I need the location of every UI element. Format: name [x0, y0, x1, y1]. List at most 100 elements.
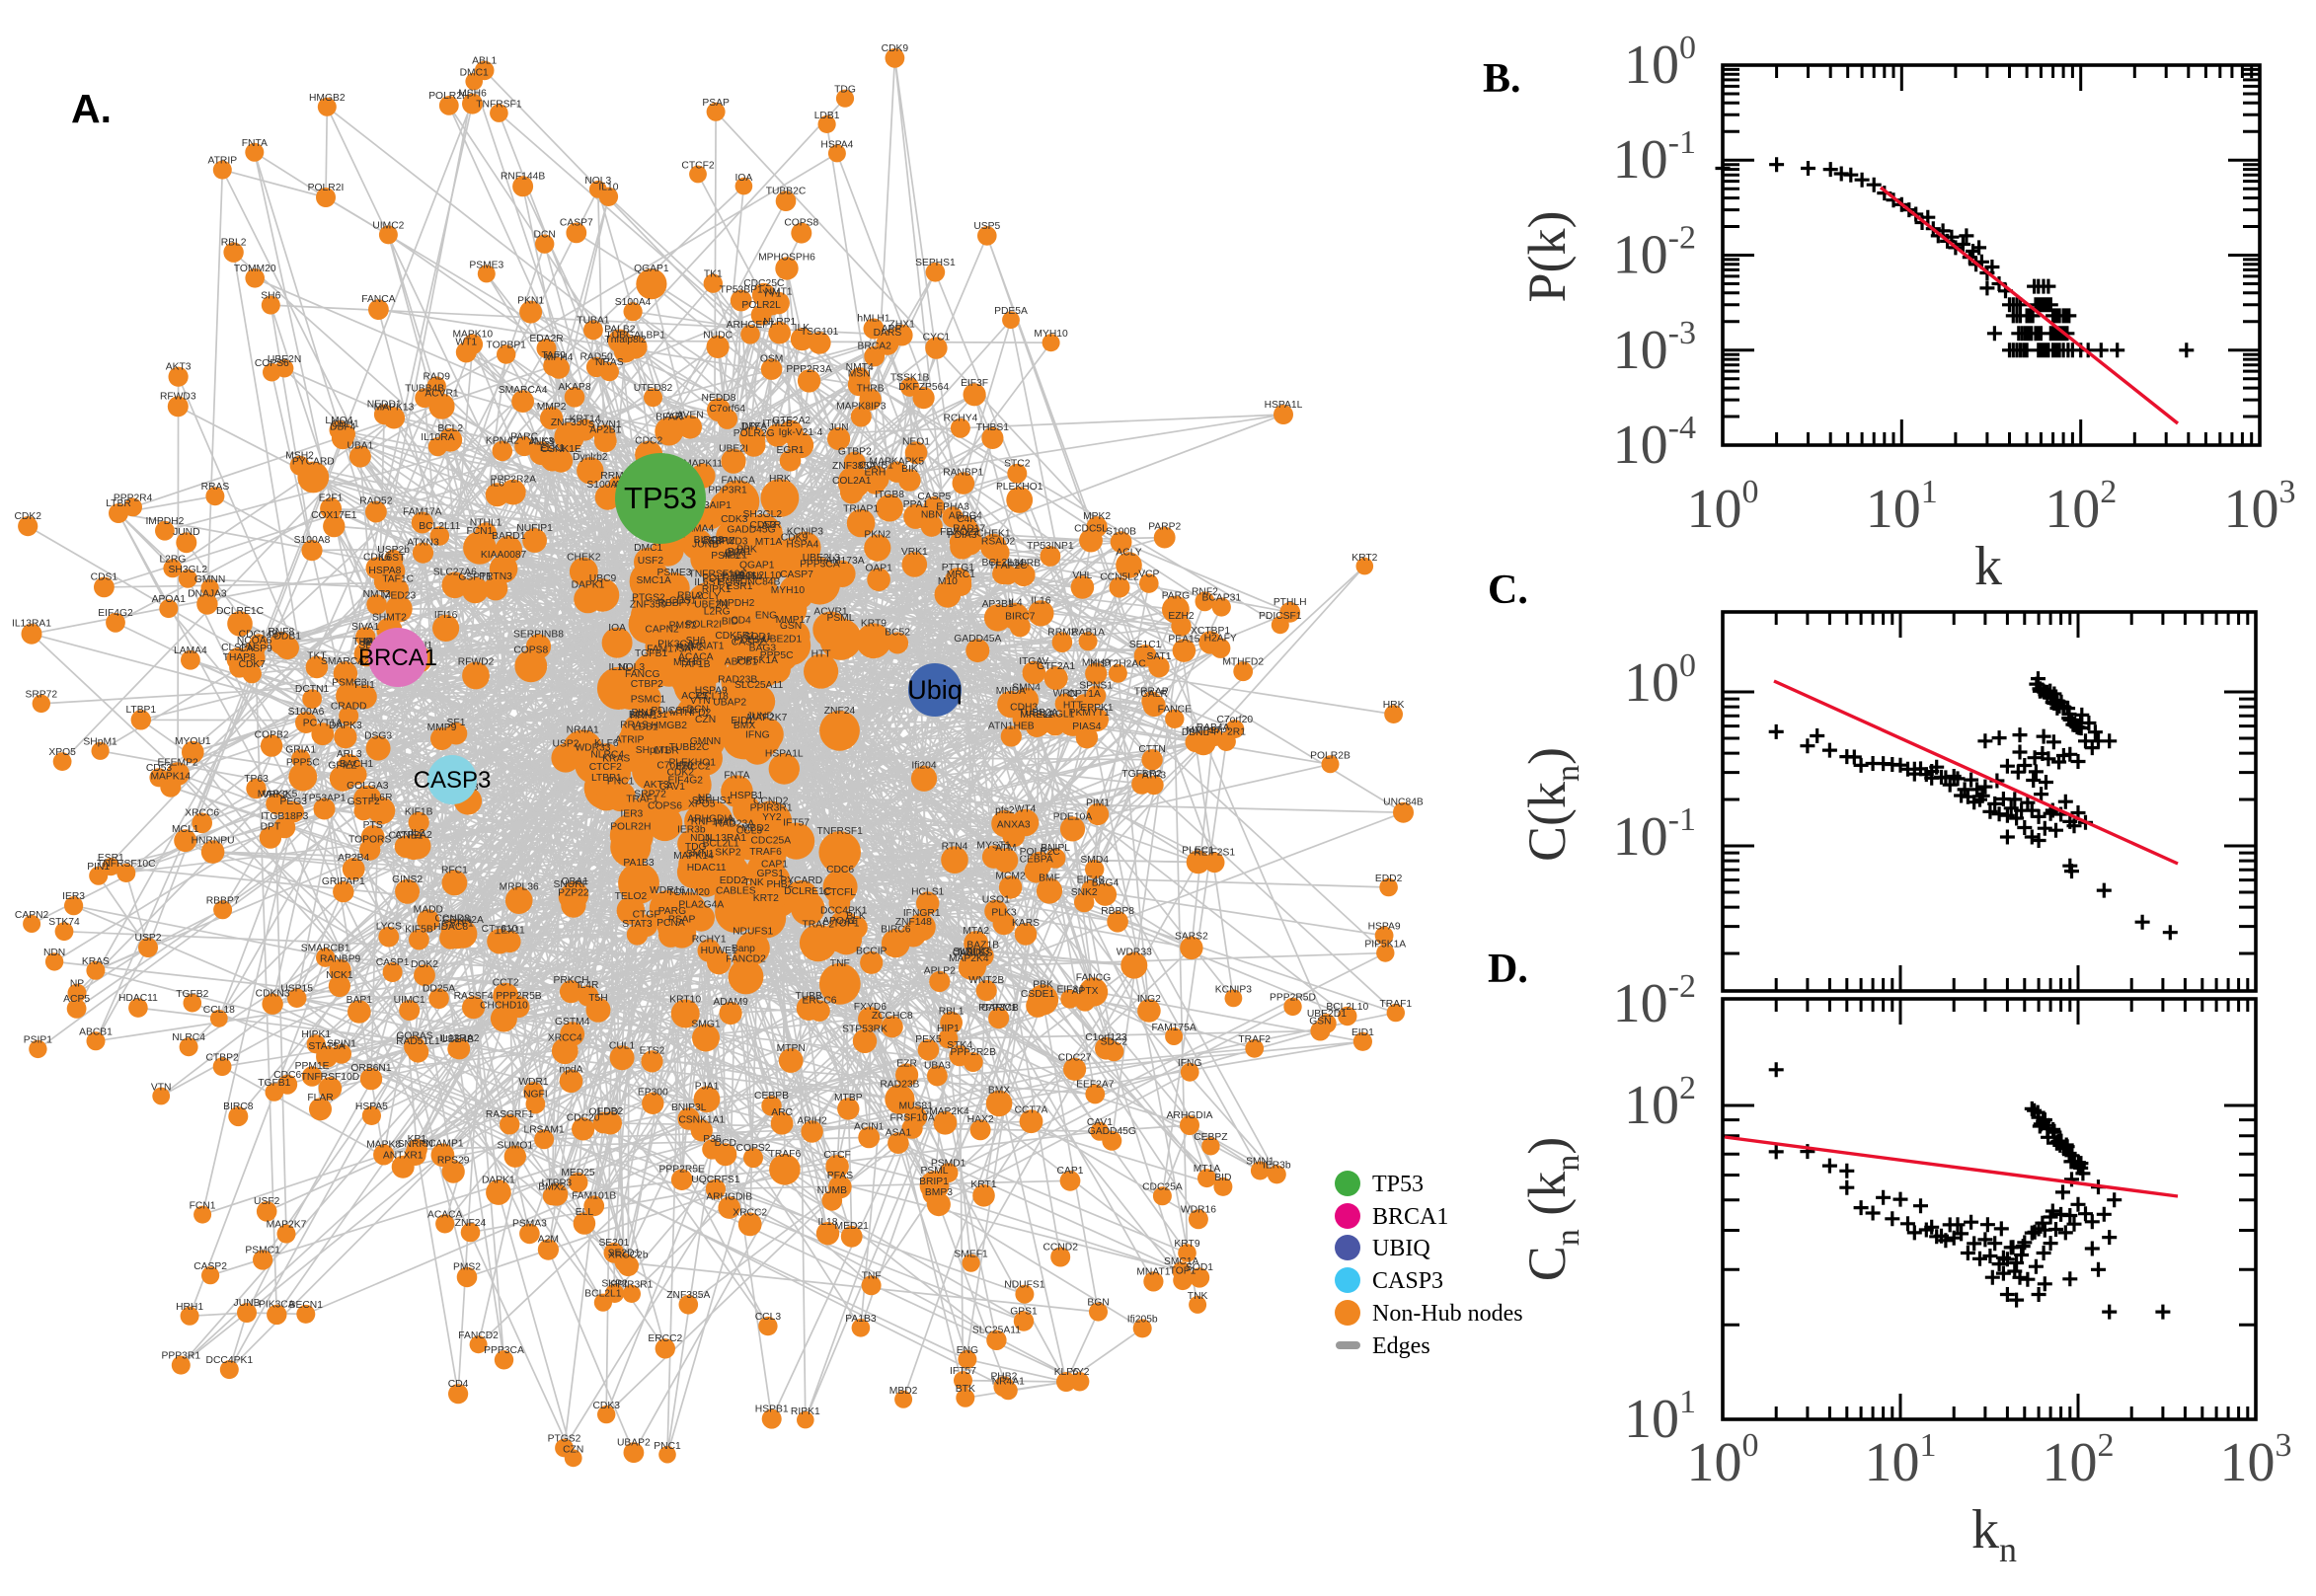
svg-text:COPS6: COPS6 [648, 801, 682, 812]
svg-text:KPNA2: KPNA2 [486, 436, 519, 447]
svg-text:PPP2R4: PPP2R4 [114, 494, 153, 504]
svg-text:CDS1: CDS1 [91, 572, 118, 583]
svg-text:PSMA3: PSMA3 [512, 1219, 547, 1230]
svg-text:IL4R: IL4R [578, 980, 599, 991]
svg-text:ARIH2: ARIH2 [797, 1115, 827, 1126]
svg-text:VRK1: VRK1 [901, 547, 928, 558]
svg-text:CTBP2: CTBP2 [205, 1052, 238, 1063]
svg-text:BCAP31: BCAP31 [629, 710, 668, 721]
svg-text:GMNN: GMNN [194, 574, 225, 585]
svg-text:BAZ1B: BAZ1B [966, 940, 999, 950]
svg-text:PHB2: PHB2 [990, 1371, 1017, 1382]
svg-text:CDC20: CDC20 [567, 1112, 600, 1123]
svg-text:CTCF: CTCF [823, 1150, 850, 1161]
svg-text:IL13RA1: IL13RA1 [12, 619, 51, 630]
svg-text:WRN: WRN [1053, 689, 1078, 700]
svg-text:TNFRSF10D: TNFRSF10D [301, 1072, 360, 1083]
svg-text:UIMC1: UIMC1 [394, 995, 425, 1006]
svg-text:PIP5K1A: PIP5K1A [1364, 939, 1406, 950]
svg-text:SH6: SH6 [686, 636, 706, 646]
svg-text:103: 103 [2220, 1427, 2292, 1493]
svg-text:MT1A: MT1A [755, 537, 783, 548]
svg-text:DAPK1: DAPK1 [572, 580, 605, 591]
svg-text:IL6R: IL6R [371, 793, 393, 803]
svg-text:MTHFD2: MTHFD2 [670, 708, 712, 719]
svg-text:A.: A. [71, 86, 112, 131]
svg-text:BCL2L1: BCL2L1 [584, 1289, 621, 1300]
svg-text:UNC84B: UNC84B [740, 577, 781, 588]
svg-text:ARL3: ARL3 [337, 749, 362, 760]
svg-text:TNK: TNK [1188, 1291, 1208, 1302]
svg-text:VTN: VTN [690, 696, 711, 707]
svg-text:UNC84B: UNC84B [1383, 798, 1424, 808]
svg-text:PZP22: PZP22 [558, 887, 589, 898]
svg-text:PRTN3: PRTN3 [479, 571, 512, 582]
svg-text:BNIPL: BNIPL [1041, 843, 1070, 854]
svg-text:NRAS: NRAS [595, 357, 624, 368]
svg-text:MED23: MED23 [382, 590, 417, 601]
svg-text:TRAF6: TRAF6 [749, 847, 782, 858]
svg-text:EPPK1: EPPK1 [1080, 703, 1113, 714]
svg-text:HSPB1: HSPB1 [755, 1405, 789, 1415]
svg-text:PYCARD: PYCARD [292, 457, 335, 468]
svg-text:GSPT1: GSPT1 [458, 572, 492, 583]
svg-text:PPP2R5E: PPP2R5E [659, 1165, 705, 1176]
svg-text:TRAF1: TRAF1 [1379, 999, 1412, 1010]
svg-text:MCM2: MCM2 [995, 871, 1026, 881]
svg-text:BRIP1: BRIP1 [919, 1177, 949, 1187]
svg-text:BCL2: BCL2 [437, 423, 463, 434]
svg-text:ING2: ING2 [1137, 994, 1161, 1005]
svg-text:SLNtrk3: SLNtrk3 [953, 947, 989, 957]
svg-text:MT1A: MT1A [1194, 1164, 1221, 1175]
svg-text:PLAGL1: PLAGL1 [1036, 709, 1074, 720]
svg-text:NDUFS1: NDUFS1 [733, 927, 773, 938]
svg-text:FANCE: FANCE [1158, 705, 1192, 716]
svg-text:KLF6: KLF6 [1054, 1367, 1079, 1378]
svg-text:MSH6: MSH6 [458, 89, 487, 100]
svg-text:CCL18: CCL18 [697, 692, 729, 703]
svg-text:EIF4B: EIF4B [1077, 875, 1106, 886]
svg-text:PA1B3: PA1B3 [845, 1314, 877, 1325]
svg-text:XCTBP1: XCTBP1 [1191, 626, 1230, 637]
svg-text:SERPINB8: SERPINB8 [513, 629, 564, 640]
svg-text:KIF1B: KIF1B [405, 807, 433, 818]
svg-text:C.: C. [1488, 568, 1528, 613]
svg-text:PIK3CA: PIK3CA [657, 640, 694, 650]
svg-text:PALB2: PALB2 [604, 325, 636, 336]
svg-text:PFAS: PFAS [827, 1171, 853, 1181]
svg-text:ACP5: ACP5 [63, 994, 90, 1005]
svg-text:CHCHD10: CHCHD10 [480, 1001, 528, 1012]
svg-text:IL6ST: IL6ST [694, 577, 722, 588]
svg-text:TGFB1: TGFB1 [258, 1078, 290, 1089]
svg-text:XPO5: XPO5 [688, 799, 716, 810]
svg-text:RNF144B: RNF144B [691, 817, 735, 828]
svg-text:CDC27: CDC27 [1058, 1053, 1092, 1064]
svg-text:NCK1: NCK1 [326, 970, 353, 981]
svg-text:CASP7: CASP7 [560, 218, 593, 229]
svg-text:HSPA5: HSPA5 [355, 1102, 388, 1112]
svg-text:TOMM20: TOMM20 [234, 264, 276, 274]
svg-text:SYVN1: SYVN1 [588, 419, 622, 430]
svg-text:TRRAP: TRRAP [1134, 686, 1169, 697]
svg-text:UBE2D1: UBE2D1 [762, 635, 802, 646]
svg-text:ATXN3: ATXN3 [407, 538, 439, 549]
svg-text:WT1: WT1 [455, 337, 477, 347]
svg-text:POLR2H: POLR2H [428, 91, 469, 102]
svg-text:BLK: BLK [846, 911, 866, 922]
svg-text:HUWE1: HUWE1 [701, 946, 737, 956]
svg-text:PLEKHO1: PLEKHO1 [996, 482, 1043, 493]
svg-text:MED21: MED21 [835, 1221, 870, 1232]
svg-text:MTHFD2: MTHFD2 [1222, 656, 1264, 667]
svg-text:SNURF: SNURF [553, 879, 587, 890]
svg-text:PNC1: PNC1 [607, 777, 635, 788]
svg-text:IL16: IL16 [1031, 595, 1050, 606]
svg-text:L2RG: L2RG [159, 554, 186, 565]
svg-text:RTN4: RTN4 [942, 841, 968, 852]
svg-text:PPP3CB: PPP3CB [978, 1003, 1019, 1014]
svg-text:POLR2H: POLR2H [610, 822, 651, 833]
svg-text:IL10RA: IL10RA [421, 432, 454, 443]
svg-text:PPM1E: PPM1E [295, 1061, 330, 1072]
svg-text:CABLES: CABLES [953, 949, 993, 959]
svg-text:CAP1: CAP1 [761, 860, 788, 871]
svg-text:FAM175A: FAM175A [647, 645, 691, 655]
